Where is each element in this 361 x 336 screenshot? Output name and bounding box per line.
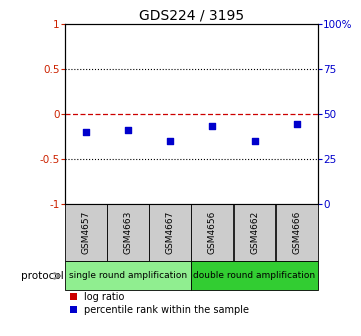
Text: GSM4666: GSM4666 [292, 211, 301, 254]
Text: protocol: protocol [21, 271, 64, 281]
Point [294, 122, 300, 127]
Point [209, 123, 215, 129]
Text: GSM4667: GSM4667 [166, 211, 175, 254]
Text: double round amplification: double round amplification [193, 271, 316, 281]
Bar [234, 204, 275, 261]
Bar [276, 204, 318, 261]
Text: GSM4663: GSM4663 [124, 211, 132, 254]
Legend: log ratio, percentile rank within the sample: log ratio, percentile rank within the sa… [70, 292, 249, 315]
Bar [107, 204, 149, 261]
Point [125, 127, 131, 132]
Point [83, 129, 89, 134]
Bar [149, 204, 191, 261]
Point [168, 138, 173, 143]
Title: GDS224 / 3195: GDS224 / 3195 [139, 8, 244, 23]
Point [252, 138, 257, 143]
Bar [191, 204, 233, 261]
Text: single round amplification: single round amplification [69, 271, 187, 281]
Text: GSM4657: GSM4657 [82, 211, 91, 254]
Text: GSM4656: GSM4656 [208, 211, 217, 254]
Text: GSM4662: GSM4662 [250, 211, 259, 254]
Bar [191, 261, 318, 290]
Bar [65, 261, 191, 290]
Bar [65, 204, 107, 261]
